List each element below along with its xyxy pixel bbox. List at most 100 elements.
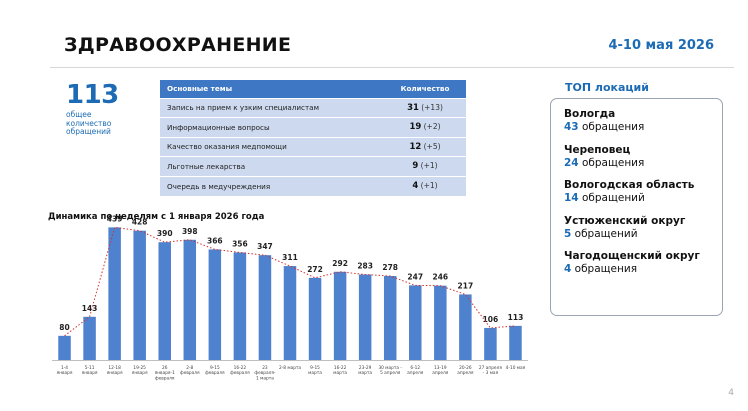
bar	[434, 285, 447, 360]
count-cell: 31 (+13)	[384, 97, 466, 118]
table-row: Качество оказания медпомощи 12 (+5)	[160, 136, 466, 157]
tick-label: 23-29 марта	[358, 365, 372, 376]
table-header-row: Основные темы Количество	[160, 80, 466, 98]
location-count: 5	[564, 227, 572, 240]
data-label: 283	[357, 262, 373, 271]
page-title: ЗДРАВООХРАНЕНИЕ	[64, 34, 292, 56]
count-value: 19	[409, 122, 422, 133]
location-count-suffix: обращения	[574, 263, 638, 275]
data-label: 347	[257, 242, 273, 251]
data-label: 356	[232, 239, 248, 248]
location-item: Устюженский округ 5 обращений	[564, 215, 709, 241]
bar	[409, 285, 422, 360]
data-label: 80	[59, 323, 69, 332]
location-name: Череповец	[564, 143, 631, 156]
bar	[133, 230, 146, 360]
location-count: 14	[564, 192, 579, 204]
data-label: 390	[157, 229, 173, 238]
location-count-line: 14 обращений	[564, 192, 709, 205]
table-row: Льготные лекарства 9 (+1)	[160, 156, 466, 176]
col-header-count: Количество	[384, 80, 466, 98]
count-cell: 12 (+5)	[384, 136, 466, 157]
count-cell: 4 (+1)	[384, 175, 466, 196]
data-label: 366	[207, 236, 223, 245]
topic-cell: Информационные вопросы	[160, 117, 384, 137]
header-divider	[50, 67, 734, 68]
data-label: 247	[407, 272, 423, 281]
data-label: 143	[82, 304, 98, 313]
bar	[233, 252, 247, 360]
count-value: 31	[407, 102, 419, 113]
topic-cell: Качество оказания медпомощи	[160, 136, 384, 157]
tick-label: 20-26 апреля	[457, 365, 474, 376]
data-label: 246	[432, 273, 448, 282]
data-label: 272	[307, 265, 323, 274]
bar	[484, 327, 497, 360]
chart-title: Динамика по неделям с 1 января 2026 года	[48, 212, 265, 222]
location-count-suffix: обращений	[574, 227, 638, 240]
topic-cell: Запись на прием к узким специалистам	[160, 97, 384, 118]
location-count-line: 24 обращения	[564, 157, 709, 170]
bar	[158, 242, 171, 360]
tick-label: 16-22 февраля	[230, 365, 250, 376]
count-cell: 9 (+1)	[384, 156, 466, 176]
data-label: 439	[107, 214, 123, 223]
trend-line	[64, 226, 516, 337]
bar	[83, 316, 96, 360]
bar	[208, 249, 222, 360]
tick-label: 19-25 января	[132, 365, 148, 376]
location-name: Вологодская область	[564, 179, 695, 191]
data-label: 217	[458, 281, 474, 290]
count-cell: 19 (+2)	[384, 117, 466, 137]
bar	[333, 271, 347, 360]
tick-label: 26 января-1 февраля	[155, 365, 175, 381]
bar	[509, 325, 522, 360]
weekly-bar-chart: 80 1-4 января 143 5-11 января 439 12-18 января 42…	[52, 214, 528, 381]
location-count-line: 43 обращения	[564, 121, 709, 134]
tick-label: 2-8 февраля	[180, 365, 200, 376]
table-row: Очередь в медучреждения 4 (+1)	[160, 175, 466, 196]
location-name: Устюженский округ	[564, 214, 686, 227]
bar	[108, 227, 121, 360]
bar	[308, 277, 322, 360]
bar	[358, 274, 372, 360]
location-count: 43	[564, 121, 579, 133]
total-count: 113	[66, 80, 119, 110]
tick-label: 9-15 марта	[308, 365, 322, 376]
location-item: Вологда 43 обращения	[564, 108, 709, 134]
location-count-line: 5 обращений	[564, 228, 709, 241]
tick-label: 5-11 января	[82, 365, 98, 376]
topic-cell: Льготные лекарства	[160, 156, 384, 176]
count-delta: (+2)	[423, 122, 441, 132]
count-delta: (+1)	[420, 161, 438, 171]
locations-title: ТОП локаций	[565, 81, 649, 94]
location-count: 24	[564, 156, 579, 169]
tick-label: 12-18 января	[107, 365, 123, 376]
topic-cell: Очередь в медучреждения	[160, 175, 384, 196]
location-count-suffix: обращений	[581, 192, 645, 204]
tick-label: 1-4 января	[57, 365, 73, 376]
data-label: 311	[282, 253, 298, 262]
bar	[283, 266, 297, 360]
tick-label: 23 февраля-1 марта	[254, 365, 276, 381]
col-header-topic: Основные темы	[160, 80, 384, 98]
location-count-suffix: обращения	[581, 156, 645, 169]
table-row: Информационные вопросы 19 (+2)	[160, 117, 466, 137]
location-count: 4	[564, 263, 572, 275]
data-label: 428	[132, 218, 148, 227]
location-name: Чагодощенский округ	[564, 250, 700, 262]
topics-table: Основные темы Количество Запись на прием…	[160, 80, 466, 196]
bar	[258, 255, 272, 360]
tick-label: 6-12 апреля	[407, 365, 424, 376]
bar	[383, 276, 397, 360]
bar	[183, 239, 197, 360]
location-item: Вологодская область 14 обращений	[564, 179, 709, 205]
location-count-line: 4 обращения	[564, 263, 709, 276]
tick-label: 4-10 мая	[506, 365, 526, 371]
table-row: Запись на прием к узким специалистам 31 …	[160, 97, 466, 118]
count-delta: (+13)	[421, 102, 443, 112]
location-item: Чагодощенский округ 4 обращения	[564, 250, 709, 276]
period-label: 4-10 мая 2026	[608, 38, 714, 53]
tick-label: 30 марта -5 апреля	[378, 365, 402, 376]
tick-label: 27 апреля - 3 мая	[479, 365, 502, 376]
